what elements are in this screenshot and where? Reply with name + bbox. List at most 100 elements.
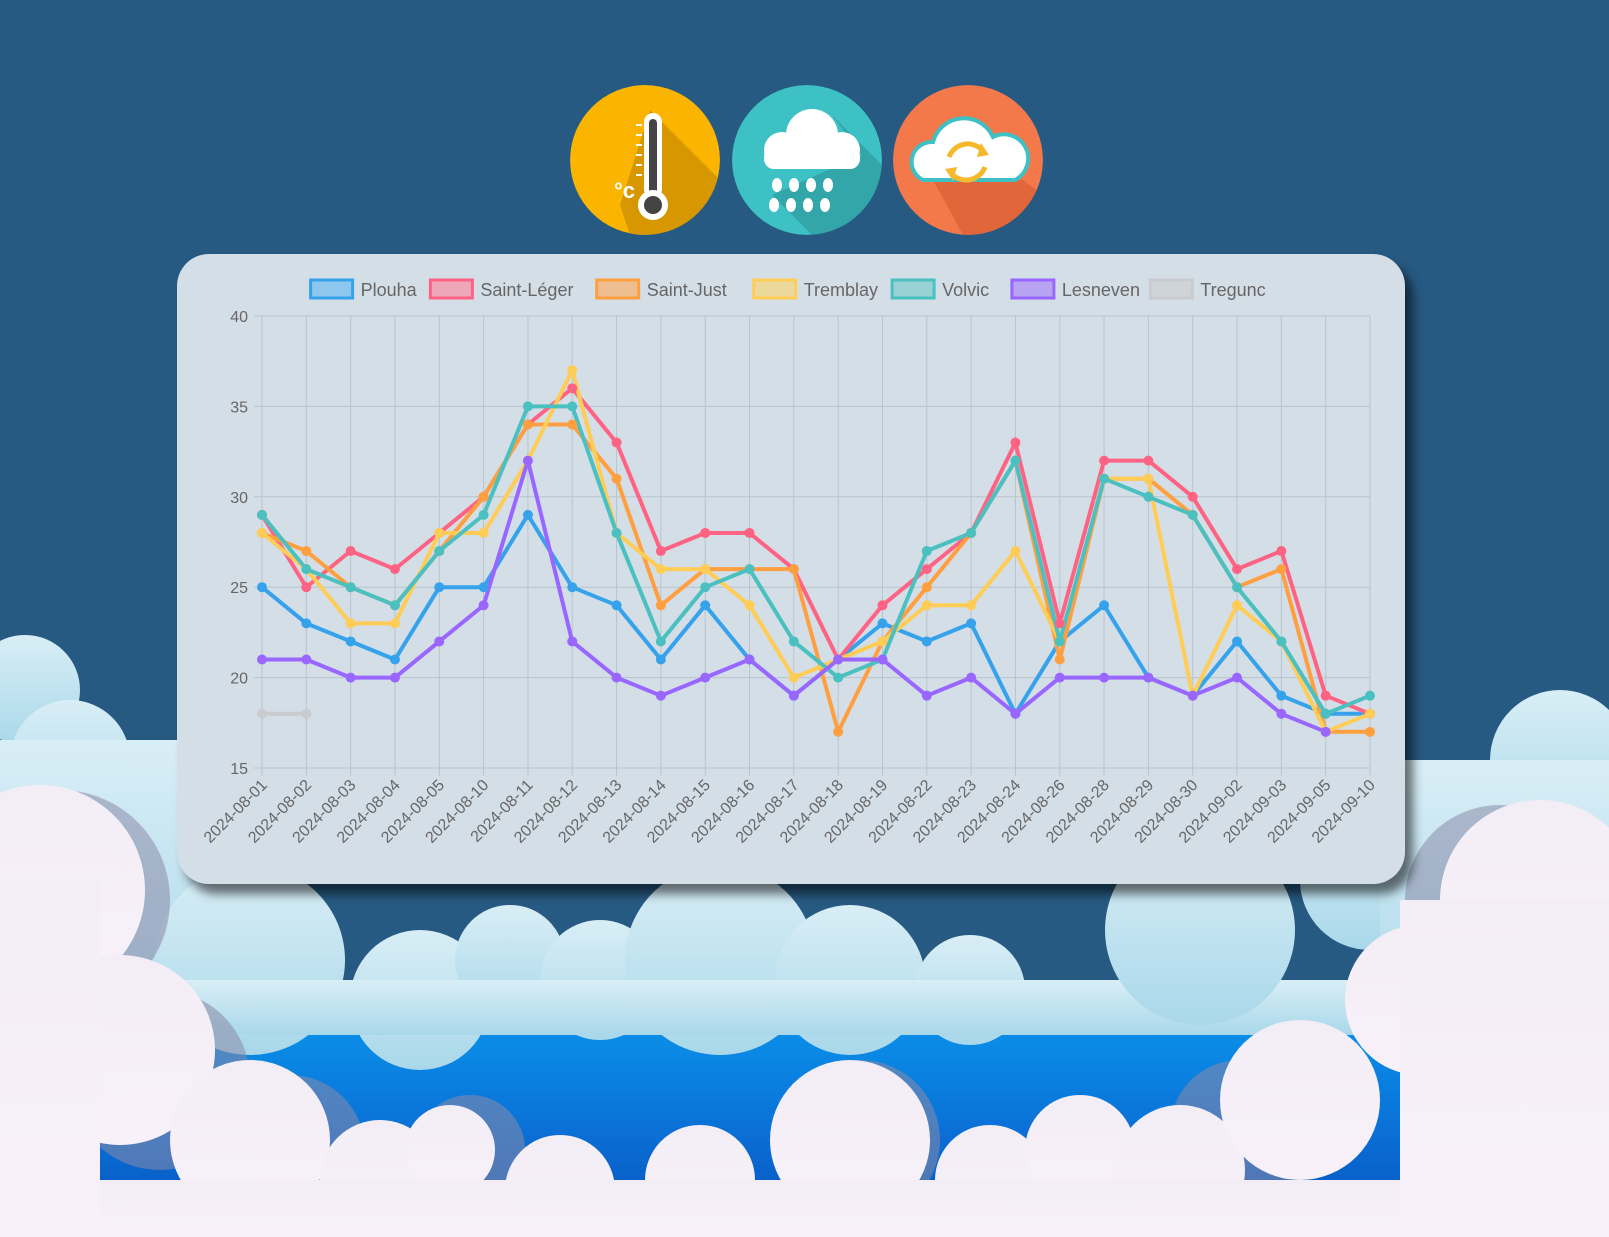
- data-point: [1143, 491, 1154, 502]
- legend-label: Tremblay: [804, 280, 878, 300]
- data-point: [257, 708, 267, 719]
- data-point: [1232, 582, 1243, 593]
- data-point: [611, 473, 622, 484]
- series-line: [260, 386, 1371, 716]
- data-point: [655, 636, 666, 647]
- data-point: [788, 672, 799, 683]
- legend-swatch: [1010, 278, 1056, 300]
- data-point: [921, 600, 932, 611]
- data-point: [478, 491, 489, 502]
- data-point: [966, 618, 977, 629]
- data-point: [833, 654, 844, 665]
- data-point: [1365, 708, 1375, 719]
- data-point: [833, 672, 844, 683]
- data-point: [788, 690, 799, 701]
- data-point: [345, 672, 356, 683]
- legend-swatch: [890, 278, 936, 300]
- data-point: [611, 672, 622, 683]
- y-tick-label: 20: [230, 671, 248, 688]
- data-point: [434, 582, 445, 593]
- data-point: [700, 527, 711, 538]
- data-point: [1187, 509, 1198, 520]
- data-point: [301, 708, 312, 719]
- data-point: [1010, 437, 1021, 448]
- data-point: [301, 564, 312, 575]
- series-line: [260, 368, 1371, 734]
- data-point: [567, 401, 578, 412]
- cloud-sync-icon: [893, 85, 1043, 235]
- data-point: [1099, 473, 1110, 484]
- data-point: [345, 546, 356, 557]
- legend-label: Tregunc: [1200, 280, 1265, 300]
- legend-swatch: [309, 278, 355, 300]
- data-point: [345, 582, 356, 593]
- data-point: [257, 509, 267, 520]
- data-point: [478, 600, 489, 611]
- data-point: [1054, 636, 1065, 647]
- data-point: [1320, 690, 1331, 701]
- data-point: [700, 564, 711, 575]
- legend-label: Volvic: [942, 280, 989, 300]
- data-point: [1010, 546, 1021, 557]
- data-point: [1187, 690, 1198, 701]
- data-point: [655, 564, 666, 575]
- data-point: [301, 582, 312, 593]
- y-tick-label: 35: [230, 399, 248, 416]
- data-point: [744, 600, 755, 611]
- data-point: [921, 582, 932, 593]
- data-point: [1010, 455, 1021, 466]
- data-point: [1320, 708, 1331, 719]
- data-point: [1010, 708, 1021, 719]
- data-point: [345, 636, 356, 647]
- data-point: [1143, 455, 1154, 466]
- data-point: [1054, 618, 1065, 629]
- data-point: [655, 654, 666, 665]
- data-point: [700, 600, 711, 611]
- series-line: [261, 422, 1370, 734]
- data-point: [655, 600, 666, 611]
- legend-swatch: [428, 278, 474, 300]
- data-point: [567, 419, 578, 430]
- data-point: [611, 600, 622, 611]
- data-point: [788, 564, 799, 575]
- data-point: [1099, 600, 1110, 611]
- data-point: [1143, 473, 1154, 484]
- data-point: [877, 636, 888, 647]
- legend-swatch: [1148, 278, 1194, 300]
- data-point: [700, 582, 711, 593]
- data-point: [744, 527, 755, 538]
- data-point: [966, 672, 977, 683]
- data-point: [522, 509, 533, 520]
- data-point: [655, 546, 666, 557]
- data-point: [389, 600, 400, 611]
- data-point: [478, 527, 489, 538]
- data-point: [877, 618, 888, 629]
- y-tick-label: 40: [230, 309, 248, 326]
- data-point: [389, 618, 400, 629]
- data-point: [522, 401, 533, 412]
- y-tick-label: 15: [230, 761, 248, 778]
- data-point: [744, 654, 755, 665]
- data-point: [1276, 546, 1287, 557]
- data-point: [744, 564, 755, 575]
- data-point: [301, 618, 312, 629]
- data-point: [434, 546, 445, 557]
- data-point: [1276, 708, 1287, 719]
- chart-card: 15 20 25 30 35 40 2024-08-01 2024-08-02 2024-08-…: [177, 254, 1405, 884]
- data-point: [877, 600, 888, 611]
- data-point: [567, 365, 578, 376]
- front-clouds: [0, 785, 1609, 1237]
- data-point: [478, 509, 489, 520]
- data-point: [389, 672, 400, 683]
- legend-swatch: [752, 278, 798, 300]
- data-point: [389, 564, 400, 575]
- line-chart: 1520253035402024-08-012024-08-022024-08-…: [201, 278, 1379, 847]
- data-point: [611, 437, 622, 448]
- data-point: [1232, 672, 1243, 683]
- data-point: [1320, 726, 1331, 737]
- data-point: [1232, 564, 1243, 575]
- legend-label: Saint-Just: [647, 280, 727, 300]
- data-point: [301, 654, 312, 665]
- data-point: [522, 455, 533, 466]
- data-point: [522, 419, 533, 430]
